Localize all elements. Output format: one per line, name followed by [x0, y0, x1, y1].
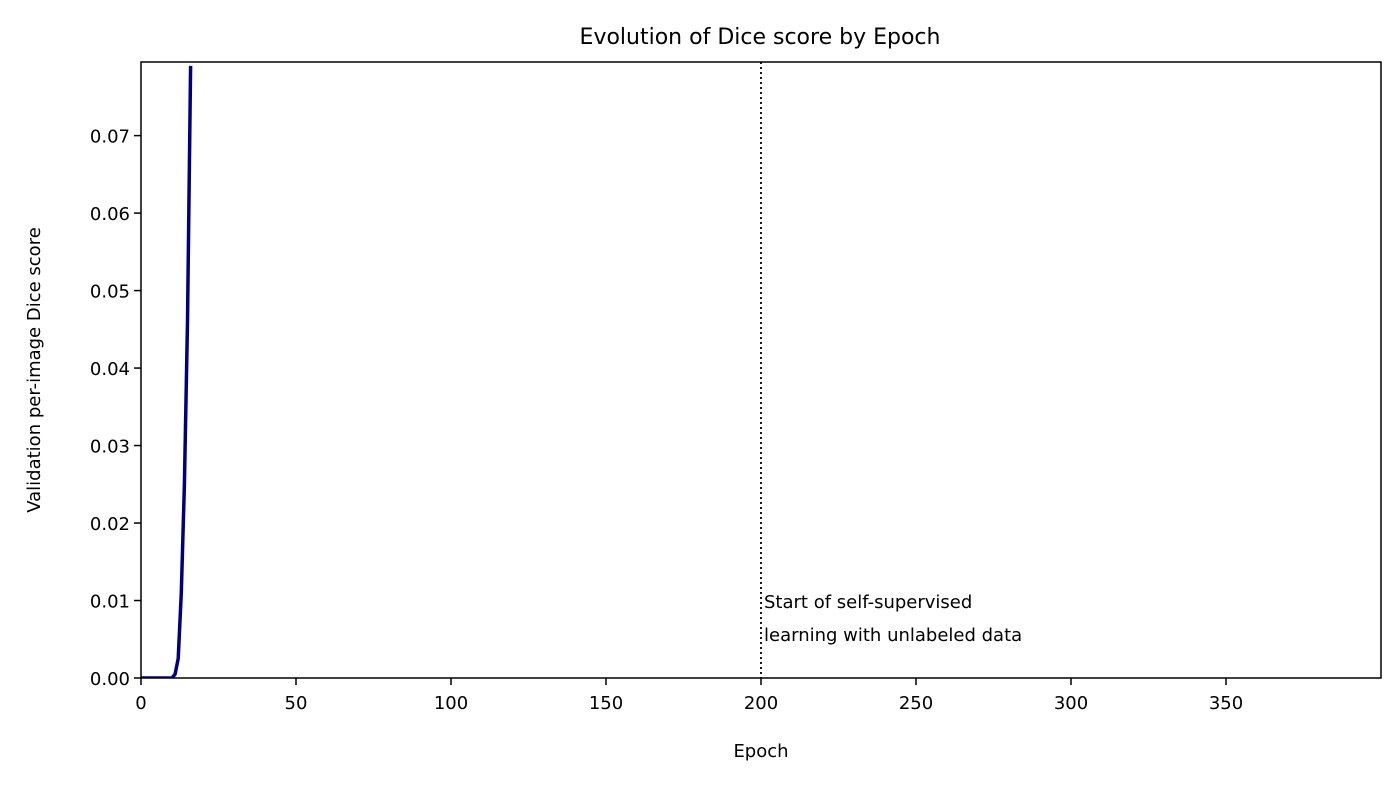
- y-tick-label: 0.04: [90, 359, 130, 380]
- y-tick-label: 0.00: [90, 669, 130, 690]
- annotation-line-2: learning with unlabeled data: [764, 625, 1022, 646]
- x-tick-label: 200: [744, 693, 778, 714]
- chart-title: Evolution of Dice score by Epoch: [580, 25, 941, 50]
- y-axis-label: Validation per-image Dice score: [24, 227, 45, 513]
- y-tick-label: 0.01: [90, 592, 130, 613]
- plot-area: [141, 62, 762, 678]
- y-tick-label: 0.06: [90, 204, 130, 225]
- x-tick-label: 50: [285, 693, 308, 714]
- x-tick-label: 300: [1054, 693, 1088, 714]
- y-tick-label: 0.05: [90, 282, 130, 303]
- x-axis-label: Epoch: [733, 741, 788, 762]
- axis-ticks: 0 50 100 150 200 250 300 350 0.00 0.01 0.02 0.03 0.0…: [90, 127, 1243, 714]
- y-tick-label: 0.02: [90, 514, 130, 535]
- annotation-line-1: Start of self-supervised: [764, 592, 972, 613]
- x-tick-label: 250: [899, 693, 933, 714]
- x-tick-label: 0: [135, 693, 146, 714]
- axes-frame: [140, 61, 1382, 679]
- vline-annotation: Start of self-supervised learning with u…: [764, 592, 1022, 646]
- series-line-0: [141, 65, 193, 678]
- x-tick-label: 100: [434, 693, 468, 714]
- x-tick-label: 150: [589, 693, 623, 714]
- x-tick-label: 350: [1209, 693, 1243, 714]
- y-tick-label: 0.03: [90, 437, 130, 458]
- y-tick-label: 0.07: [90, 127, 130, 148]
